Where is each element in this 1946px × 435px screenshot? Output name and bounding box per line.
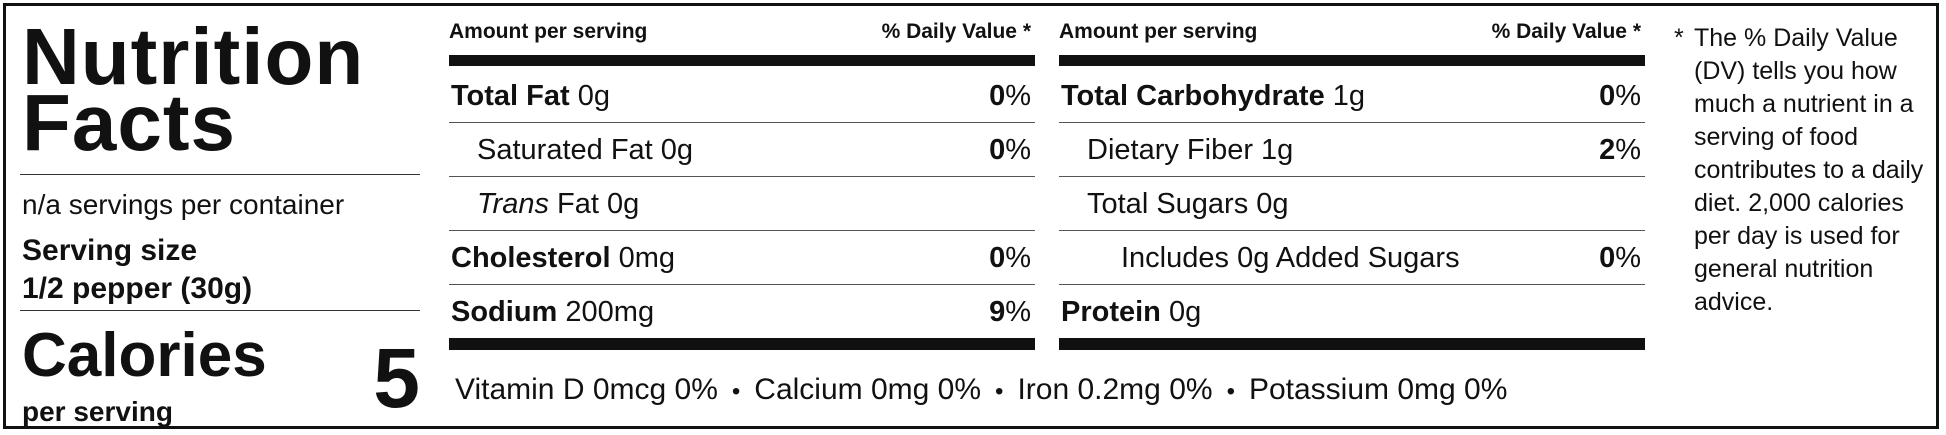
nutrient-name: Total Fat 0g bbox=[451, 69, 610, 123]
nutrient-name: Total Carbohydrate 1g bbox=[1061, 69, 1365, 123]
calories-value: 5 bbox=[373, 331, 420, 425]
footnote-asterisk: * bbox=[1674, 24, 1684, 52]
nutrient-amount: 0g bbox=[1160, 296, 1202, 328]
percent-sign: % bbox=[1005, 134, 1031, 166]
nutrient-name: Trans Fat 0g bbox=[477, 177, 639, 231]
nutrient-label: Dietary Fiber 1g bbox=[1087, 134, 1294, 166]
label-title: Nutrition Facts bbox=[22, 12, 365, 167]
nutrient-row: Saturated Fat 0g 0% bbox=[449, 123, 1035, 177]
nutrient-row: Cholesterol 0mg 0% bbox=[449, 231, 1035, 285]
nutrient-amount: 200mg bbox=[557, 296, 655, 328]
daily-value-number: 0 bbox=[989, 134, 1006, 166]
bullet-separator: • bbox=[995, 378, 1004, 405]
serving-size: Serving size 1/2 pepper (30g) bbox=[22, 232, 252, 308]
percent-sign: % bbox=[1005, 296, 1031, 328]
nutrient-row: Protein 0g bbox=[1059, 285, 1645, 339]
nutrient-label: Saturated Fat 0g bbox=[477, 134, 694, 166]
nutrient-name-rest: Fat 0g bbox=[548, 188, 640, 220]
nutrient-name: Saturated Fat 0g bbox=[477, 123, 693, 177]
percent-sign: % bbox=[1615, 242, 1641, 274]
footnote-text: The % Daily Value (DV) tells you how muc… bbox=[1694, 24, 1924, 316]
daily-value-number: 2 bbox=[1599, 134, 1616, 166]
daily-value-number: 0 bbox=[989, 242, 1006, 274]
nutrient-row: Total Carbohydrate 1g 0% bbox=[1059, 69, 1645, 123]
nutrient-name: Sodium 200mg bbox=[451, 285, 654, 339]
amount-per-serving-heading: Amount per serving bbox=[1059, 20, 1258, 43]
nutrient-label: Total Fat bbox=[451, 80, 570, 112]
bullet-separator: • bbox=[1226, 378, 1235, 405]
nutrient-name: Protein 0g bbox=[1061, 285, 1201, 339]
column-header: Amount per serving % Daily Value * bbox=[1059, 20, 1645, 46]
thick-rule bbox=[449, 338, 1035, 350]
daily-value-heading: % Daily Value * bbox=[1491, 20, 1641, 43]
percent-sign: % bbox=[1005, 242, 1031, 274]
daily-value-percent: 0% bbox=[989, 69, 1031, 123]
nutrient-name: Cholesterol 0mg bbox=[451, 231, 675, 285]
servings-per-container: n/a servings per container bbox=[22, 189, 345, 220]
thick-rule bbox=[449, 55, 1035, 66]
percent-sign: % bbox=[1615, 80, 1641, 112]
daily-value-percent: 0% bbox=[1599, 231, 1641, 285]
nutrient-amount: 0g bbox=[569, 80, 611, 112]
nutrient-label: Sodium bbox=[451, 296, 558, 328]
nutrient-label: Protein bbox=[1061, 296, 1161, 328]
nutrient-rows: Total Fat 0g 0% Saturated Fat 0g 0% Trans Fa… bbox=[449, 69, 1035, 339]
nutrient-name: Includes 0g Added Sugars bbox=[1121, 231, 1460, 285]
daily-value-heading: % Daily Value * bbox=[881, 20, 1031, 43]
amount-per-serving-heading: Amount per serving bbox=[449, 20, 648, 43]
vitamin-mineral-item: Vitamin D 0mcg 0% bbox=[455, 373, 718, 406]
nutrient-amount: 1g bbox=[1324, 80, 1366, 112]
daily-value-number: 9 bbox=[989, 296, 1006, 328]
calories-label: Calories bbox=[22, 321, 267, 390]
nutrition-label: Nutrition Facts n/a servings per contain… bbox=[3, 3, 1939, 429]
daily-value-percent: 9% bbox=[989, 285, 1031, 339]
thick-rule bbox=[1059, 55, 1645, 66]
vitamin-mineral-item: Calcium 0mg 0% bbox=[754, 373, 982, 406]
daily-value-number: 0 bbox=[989, 80, 1006, 112]
nutrient-row: Total Sugars 0g bbox=[1059, 177, 1645, 231]
vitamins-minerals-line: Vitamin D 0mcg 0% • Calcium 0mg 0% • Iron 0.… bbox=[455, 373, 1507, 407]
vitamin-mineral-item: Iron 0.2mg 0% bbox=[1017, 373, 1213, 406]
daily-value-number: 0 bbox=[1599, 242, 1616, 274]
nutrient-label: Cholesterol bbox=[451, 242, 611, 274]
serving-size-value: 1/2 pepper (30g) bbox=[22, 272, 253, 305]
divider bbox=[20, 174, 420, 175]
daily-value-percent: 0% bbox=[1599, 69, 1641, 123]
nutrient-label: Includes 0g Added Sugars bbox=[1121, 242, 1460, 274]
nutrient-label: Total Carbohydrate bbox=[1061, 80, 1325, 112]
calories-per-serving: per serving bbox=[22, 396, 173, 427]
nutrient-name: Total Sugars 0g bbox=[1087, 177, 1289, 231]
title-line-2: Facts bbox=[22, 78, 236, 167]
title-line-1: Nutrition bbox=[22, 12, 365, 101]
nutrient-row: Sodium 200mg 9% bbox=[449, 285, 1035, 339]
daily-value-number: 0 bbox=[1599, 80, 1616, 112]
nutrient-amount: 0mg bbox=[610, 242, 676, 274]
nutrient-name: Dietary Fiber 1g bbox=[1087, 123, 1293, 177]
percent-sign: % bbox=[1005, 80, 1031, 112]
daily-value-percent: 0% bbox=[989, 123, 1031, 177]
vitamin-mineral-item: Potassium 0mg 0% bbox=[1248, 373, 1508, 406]
nutrient-row: Includes 0g Added Sugars 0% bbox=[1059, 231, 1645, 285]
nutrient-row: Trans Fat 0g bbox=[449, 177, 1035, 231]
label-summary: Nutrition Facts n/a servings per contain… bbox=[20, 6, 420, 427]
bullet-separator: • bbox=[731, 378, 741, 405]
nutrient-rows: Total Carbohydrate 1g 0% Dietary Fiber 1g 2… bbox=[1059, 69, 1645, 339]
nutrient-row: Dietary Fiber 1g 2% bbox=[1059, 123, 1645, 177]
daily-value-percent: 2% bbox=[1599, 123, 1641, 177]
column-header: Amount per serving % Daily Value * bbox=[449, 20, 1035, 46]
nutrient-name-italic: Trans bbox=[477, 188, 549, 220]
daily-value-percent: 0% bbox=[989, 231, 1031, 285]
thick-rule bbox=[1059, 338, 1645, 350]
divider bbox=[20, 310, 420, 311]
percent-sign: % bbox=[1615, 134, 1641, 166]
nutrient-label: Total Sugars 0g bbox=[1087, 188, 1289, 220]
serving-size-label: Serving size bbox=[22, 234, 198, 267]
nutrient-row: Total Fat 0g 0% bbox=[449, 69, 1035, 123]
